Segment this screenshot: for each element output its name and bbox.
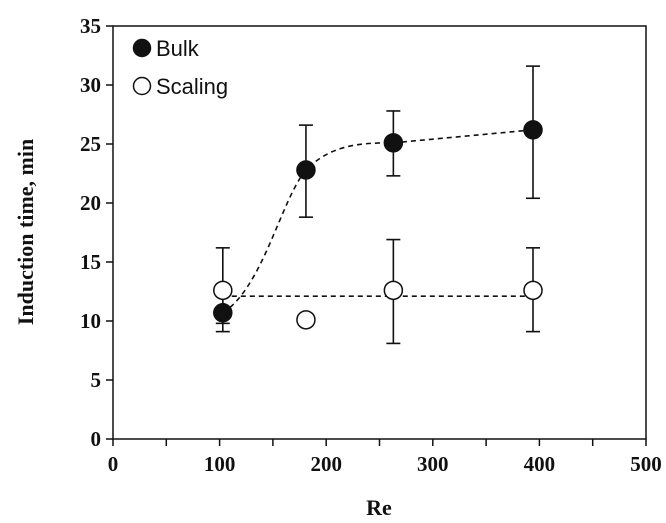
scaling-point bbox=[296, 310, 316, 330]
bulk-trend-line bbox=[222, 129, 534, 314]
legend-label-scaling: Scaling bbox=[156, 74, 228, 99]
x-tick-label-300: 300 bbox=[417, 452, 449, 476]
bulk-point bbox=[523, 120, 543, 140]
bulk-point bbox=[383, 133, 404, 153]
data-points bbox=[213, 120, 543, 330]
y-tick-labels: 0 5 10 15 20 25 30 35 bbox=[80, 14, 101, 451]
scaling-point bbox=[523, 280, 543, 301]
axis-ticks bbox=[106, 25, 647, 446]
x-tick-label-500: 500 bbox=[630, 452, 662, 476]
x-tick-label-400: 400 bbox=[524, 452, 556, 476]
legend-label-bulk: Bulk bbox=[156, 36, 200, 61]
y-tick-label-5: 5 bbox=[91, 368, 102, 392]
y-tick-label-10: 10 bbox=[80, 309, 101, 333]
scaling-point bbox=[213, 280, 233, 301]
legend: Bulk Scaling bbox=[132, 36, 228, 99]
y-tick-label-30: 30 bbox=[80, 73, 101, 97]
y-tick-label-25: 25 bbox=[80, 132, 101, 156]
trend-lines bbox=[222, 129, 534, 314]
y-tick-label-15: 15 bbox=[80, 250, 101, 274]
y-tick-label-20: 20 bbox=[80, 191, 101, 215]
x-tick-labels: 0 100 200 300 400 500 bbox=[108, 452, 662, 476]
x-axis-title: Re bbox=[366, 495, 392, 520]
bulk-point bbox=[213, 302, 233, 323]
error-bars bbox=[215, 65, 541, 345]
y-axis-title: Induction time, min bbox=[13, 139, 38, 325]
x-tick-label-0: 0 bbox=[108, 452, 119, 476]
bulk-point bbox=[296, 160, 316, 180]
legend-marker-scaling bbox=[132, 76, 152, 96]
y-tick-label-0: 0 bbox=[91, 427, 102, 451]
x-tick-label-200: 200 bbox=[310, 452, 342, 476]
scaling-point bbox=[383, 280, 404, 301]
legend-marker-bulk bbox=[132, 38, 152, 58]
y-tick-label-35: 35 bbox=[80, 14, 101, 38]
x-tick-label-100: 100 bbox=[204, 452, 236, 476]
